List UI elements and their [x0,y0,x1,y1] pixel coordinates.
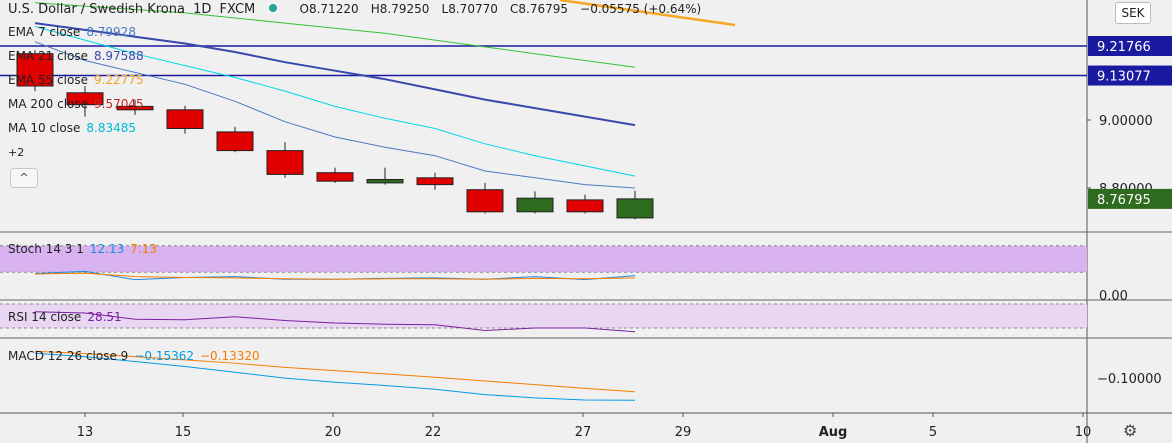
candle-body-1 [66,92,104,106]
series-line-2 [34,2,636,68]
currency-button[interactable]: SEK [1115,2,1151,24]
candle-body-6 [316,172,354,182]
hline-price-label: 9.13077 [1097,70,1151,85]
candle-body-2 [116,105,154,111]
stoch-series-1 [34,272,636,280]
time-tick-label: 27 [575,425,592,440]
series-line-0 [34,41,636,189]
time-tick-label: 13 [77,425,94,440]
ma200-line [559,0,736,27]
candle-body-7 [366,179,404,184]
candle-body-10 [516,197,554,213]
hline-label-bg [1088,65,1172,86]
rsi-series [34,311,636,333]
price-tick-label: 9.00000 [1099,114,1153,129]
series-line-1 [34,22,636,127]
hline-price-label: 9.21766 [1097,40,1151,55]
candle-body-4 [216,131,254,152]
stoch-axis-label: 0.00 [1099,289,1128,304]
candle-body-3 [166,109,204,130]
last-price-label: 8.76795 [1097,193,1151,208]
time-tick-label: 15 [175,425,192,440]
time-tick-label: Aug [819,425,848,440]
collapse-legend-button[interactable]: ^ [10,168,38,188]
time-tick-label: 22 [425,425,442,440]
candle-body-12 [616,198,654,219]
hline-label-bg [1088,35,1172,56]
time-tick-label: 10 [1075,425,1092,440]
macd-axis-label: −0.10000 [1097,372,1162,387]
candle-body-9 [466,189,504,213]
candle-body-11 [566,199,604,213]
time-tick-label: 20 [325,425,342,440]
time-tick-label: 29 [675,425,692,440]
time-tick-label: 5 [929,425,937,440]
macd-series-0 [34,352,636,401]
macd-series-1 [34,350,636,393]
candle-body-5 [266,150,304,175]
series-line-3 [34,26,636,177]
candle-body-0 [16,53,54,87]
stoch-band [0,245,1087,273]
candle-body-8 [416,177,454,186]
last-price-bg [1088,188,1172,209]
rsi-band [0,304,1087,328]
